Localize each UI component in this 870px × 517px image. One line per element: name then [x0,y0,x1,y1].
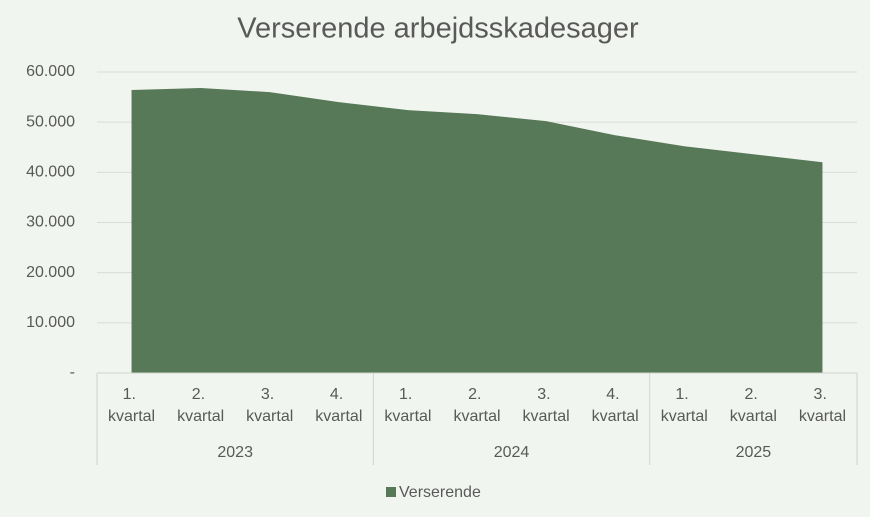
x-tick-label: 3. kvartal [246,386,293,425]
x-tick-label-line: kvartal [108,408,155,425]
y-tick-label: 30.000 [26,214,75,231]
x-tick-label: 1. kvartal [661,386,708,425]
legend-swatch [386,487,396,497]
x-tick-label-line: 1. [675,386,693,403]
y-tick-label: 60.000 [26,63,75,80]
chart-title: Verserende arbejdsskadesager [237,13,639,45]
legend-label: Verserende [399,484,481,501]
x-tick-label: 1. kvartal [108,386,155,425]
x-tick-label-line: kvartal [523,408,570,425]
x-tick-label: 3. kvartal [799,386,846,425]
x-tick-label-line: kvartal [177,408,224,425]
x-tick-label-line: kvartal [661,408,708,425]
x-tick-label-line: kvartal [592,408,639,425]
y-tick-label: 50.000 [26,113,75,130]
x-tick-label-line: 3. [814,386,832,403]
x-tick-label: 1. kvartal [384,386,431,425]
group-label: 2023 [217,444,253,461]
x-tick-label: 4. kvartal [315,386,362,425]
x-tick-label-line: 1. [123,386,141,403]
group-label: 2024 [494,444,530,461]
x-tick-label: 2. kvartal [453,386,500,425]
x-tick-label: 2. kvartal [730,386,777,425]
x-tick-label: 3. kvartal [523,386,570,425]
y-tick-label: 20.000 [26,264,75,281]
y-tick-label: 10.000 [26,314,75,331]
x-tick-label-line: 3. [261,386,279,403]
x-tick-label: 2. kvartal [177,386,224,425]
x-tick-label-line: 2. [468,386,486,403]
x-tick-label-line: 2. [744,386,762,403]
x-tick-label: 4. kvartal [592,386,639,425]
x-tick-label-line: 4. [330,386,348,403]
x-tick-label-line: 3. [537,386,555,403]
x-tick-label-line: kvartal [315,408,362,425]
x-tick-label-line: kvartal [799,408,846,425]
x-tick-label-line: 2. [192,386,210,403]
x-tick-label-line: kvartal [246,408,293,425]
x-tick-label-line: 1. [399,386,417,403]
y-tick-label: 40.000 [26,164,75,181]
x-tick-label-line: kvartal [453,408,500,425]
group-label: 2025 [736,444,772,461]
area [131,88,823,373]
y-tick-label: - [70,364,75,381]
x-tick-label-line: kvartal [730,408,777,425]
x-tick-label-line: kvartal [384,408,431,425]
x-tick-label-line: 4. [606,386,624,403]
